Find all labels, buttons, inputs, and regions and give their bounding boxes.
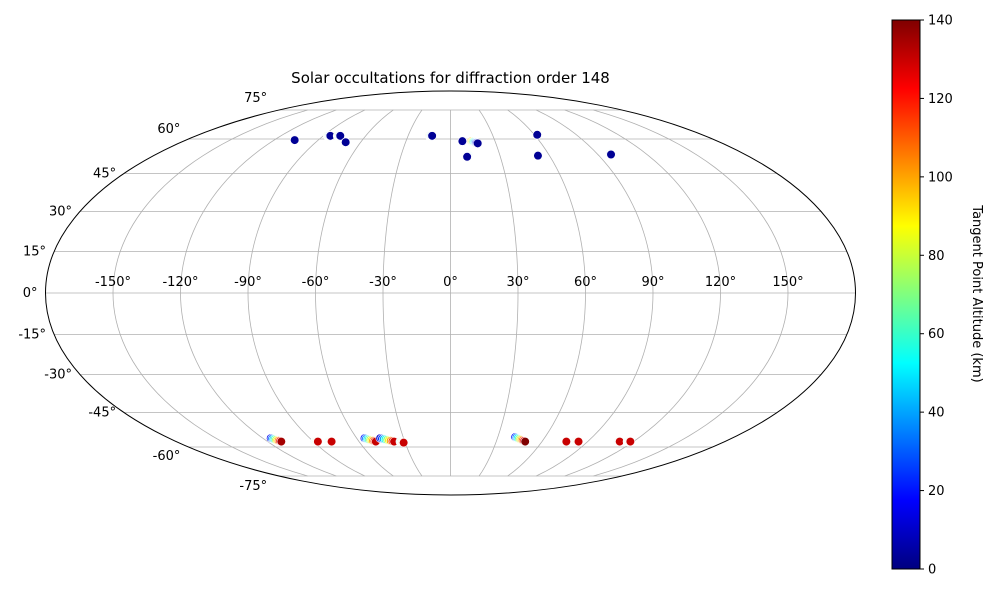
meridian-line: [180, 109, 337, 477]
longitude-tick-label: 30°: [506, 275, 529, 290]
meridian-line: [507, 109, 586, 477]
occultation-point: [615, 436, 625, 447]
colorbar-label: Tangent Point Altitude (km): [969, 204, 984, 382]
latitude-tick-label: 15°: [23, 245, 46, 260]
occultation-track: [570, 436, 584, 447]
longitude-tick-labels: -150° -120° -90° -60° -30° 0° 30° 60° 90° 120° 150…: [95, 275, 804, 290]
occultation-track: [310, 436, 323, 447]
occultation-point: [399, 438, 409, 448]
occultation-point: [335, 131, 345, 141]
latitude-tick-label: 45°: [93, 166, 116, 181]
colorbar-tick-label: 80: [928, 249, 945, 264]
meridian-line: [478, 109, 519, 477]
occultation-point: [561, 436, 571, 447]
occultation-track: [290, 135, 300, 145]
latitude-tick-label: 30°: [49, 204, 72, 219]
latitude-tick-label: -45°: [88, 406, 116, 421]
latitude-tick-label: -60°: [153, 449, 181, 464]
colorbar-tick-label: 100: [928, 170, 953, 185]
occultation-point: [625, 436, 635, 447]
occultation-track: [332, 131, 345, 141]
longitude-tick-label: 0°: [443, 275, 458, 290]
latitude-tick-label: -75°: [239, 479, 267, 494]
colorbar-tick-label: 40: [928, 406, 945, 421]
occultation-point: [457, 136, 467, 146]
meridian-line: [247, 109, 365, 477]
occultation-point: [606, 149, 616, 160]
longitude-tick-label: -90°: [234, 275, 262, 290]
occultation-track: [266, 433, 286, 447]
occultation-point: [573, 436, 584, 447]
colorbar-tick-label: 120: [928, 92, 953, 107]
occultation-track: [462, 149, 474, 162]
occultation-point: [427, 131, 437, 141]
occultation-track: [341, 137, 351, 147]
occultation-track: [561, 436, 571, 447]
occultation-track: [532, 130, 542, 140]
map-boundary: [45, 90, 856, 496]
colorbar-ticks: 0 20 40 60 80 100 120 140: [920, 14, 953, 578]
occultation-point: [276, 436, 286, 447]
occultation-track: [510, 432, 530, 447]
latitude-tick-label: 75°: [244, 91, 267, 106]
longitude-tick-label: -30°: [369, 275, 397, 290]
occultation-track: [532, 149, 543, 161]
occultation-track: [466, 136, 483, 148]
colorbar: 0 20 40 60 80 100 120 140 Tangent Point Altitud…: [891, 14, 984, 578]
occultation-point: [473, 138, 483, 148]
longitude-tick-label: -150°: [95, 275, 131, 290]
occultation-point: [532, 130, 542, 140]
meridian-line: [593, 109, 789, 477]
occultation-track: [457, 136, 467, 146]
colorbar-gradient: [891, 19, 921, 570]
meridian-line: [382, 109, 423, 477]
occultation-point: [313, 436, 323, 447]
colorbar-tick-label: 20: [928, 484, 945, 499]
longitude-tick-label: -60°: [302, 275, 330, 290]
colorbar-tick-label: 0: [928, 563, 936, 578]
latitude-tick-label: 0°: [23, 286, 38, 301]
occultation-track: [323, 436, 337, 447]
occultation-point: [520, 436, 530, 447]
occultation-track: [622, 436, 635, 447]
longitude-tick-label: 60°: [574, 275, 597, 290]
occultation-points: [266, 130, 635, 448]
occultation-track: [395, 436, 409, 448]
latitude-tick-labels: -75° -60° -45° -30° -15° 0° 15° 30° 45° 60° 75°: [18, 91, 267, 494]
occultation-point: [327, 436, 337, 447]
colorbar-tick-label: 60: [928, 327, 945, 342]
meridian-line: [564, 109, 721, 477]
longitude-tick-label: 150°: [772, 275, 803, 290]
colorbar-tick-label: 140: [928, 14, 953, 29]
occultation-track: [359, 433, 381, 447]
chart-title: Solar occultations for diffraction order…: [291, 69, 610, 87]
meridian-line: [315, 109, 394, 477]
latitude-tick-label: 60°: [157, 122, 180, 137]
longitude-tick-label: -120°: [162, 275, 198, 290]
latitude-tick-label: -15°: [18, 327, 46, 342]
meridian-line: [112, 109, 308, 477]
meridian-line: [536, 109, 654, 477]
longitude-tick-label: 120°: [705, 275, 736, 290]
longitude-tick-label: 90°: [641, 275, 664, 290]
occultation-track: [613, 436, 625, 447]
occultation-track: [424, 131, 437, 141]
occultation-point: [533, 151, 543, 161]
latitude-tick-label: -30°: [44, 368, 72, 383]
occultation-point: [462, 152, 472, 162]
occultation-point: [290, 135, 300, 145]
occultation-track: [605, 148, 616, 160]
occultation-point: [341, 137, 351, 147]
graticule: [45, 109, 856, 477]
